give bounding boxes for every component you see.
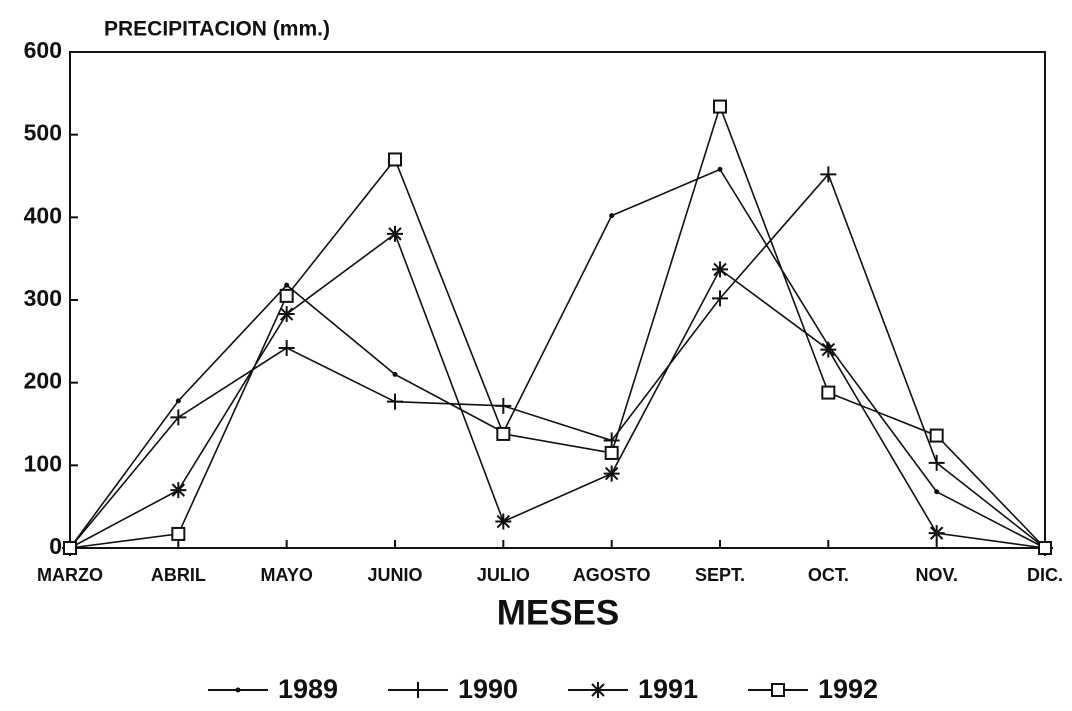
x-tick-label: AGOSTO: [573, 565, 651, 585]
marker-star: [603, 465, 620, 482]
marker-star: [712, 261, 728, 278]
y-tick-label: 0: [49, 533, 62, 559]
marker-dot: [235, 687, 241, 693]
y-tick-label: 500: [24, 120, 62, 146]
marker-dot: [392, 371, 398, 377]
legend-label: 1992: [818, 674, 878, 704]
y-tick-label: 200: [24, 368, 62, 394]
marker-plus: [387, 393, 403, 410]
x-tick-label: SEPT.: [695, 565, 745, 585]
marker-square: [713, 99, 727, 114]
marker-square: [821, 385, 836, 400]
marker-star: [278, 306, 295, 323]
x-tick-label: OCT.: [808, 565, 849, 585]
marker-dot: [175, 398, 181, 404]
marker-square: [63, 541, 77, 555]
marker-square: [388, 152, 402, 167]
chart-title: PRECIPITACION (mm.): [104, 18, 330, 41]
legend-label: 1990: [458, 674, 518, 704]
x-tick-label: MARZO: [37, 565, 103, 585]
x-tick-label: DIC.: [1027, 565, 1063, 585]
x-tick-label: MAYO: [260, 565, 312, 585]
legend-label: 1991: [638, 674, 698, 704]
marker-square: [1038, 541, 1052, 555]
marker-plus: [170, 409, 187, 426]
marker-star: [170, 482, 187, 499]
y-tick-label: 600: [24, 37, 62, 63]
marker-star: [387, 225, 403, 242]
marker-star: [928, 525, 945, 542]
marker-plus: [410, 682, 426, 698]
plot-frame: [69, 51, 1046, 549]
x-axis-label: MESES: [497, 593, 620, 632]
marker-plus: [712, 290, 728, 307]
marker-star: [820, 341, 837, 358]
marker-dot: [717, 166, 723, 172]
series-line: [69, 168, 1046, 549]
legend-label: 1989: [278, 674, 338, 704]
marker-square: [496, 426, 511, 441]
marker-square: [279, 288, 294, 303]
marker-dot: [284, 282, 290, 288]
marker-square: [771, 683, 785, 697]
series-line: [69, 232, 1046, 549]
marker-star: [495, 513, 512, 530]
marker-plus: [820, 166, 837, 183]
marker-plus: [495, 397, 512, 414]
marker-plus: [278, 339, 295, 356]
x-tick-label: JULIO: [477, 565, 530, 585]
x-tick-label: ABRIL: [151, 565, 206, 585]
x-tick-label: NOV.: [915, 565, 957, 585]
marker-plus: [603, 432, 620, 449]
marker-square: [929, 428, 944, 443]
y-tick-label: 400: [24, 202, 62, 228]
series-line: [69, 172, 1046, 549]
marker-star: [590, 682, 606, 698]
marker-dot: [609, 213, 615, 219]
series-line: [69, 104, 1046, 549]
y-tick-label: 100: [24, 450, 62, 476]
y-tick-label: 300: [24, 285, 62, 311]
marker-square: [604, 445, 619, 460]
marker-plus: [928, 454, 945, 471]
x-tick-label: JUNIO: [367, 565, 422, 585]
marker-dot: [934, 489, 940, 495]
marker-square: [171, 526, 186, 541]
